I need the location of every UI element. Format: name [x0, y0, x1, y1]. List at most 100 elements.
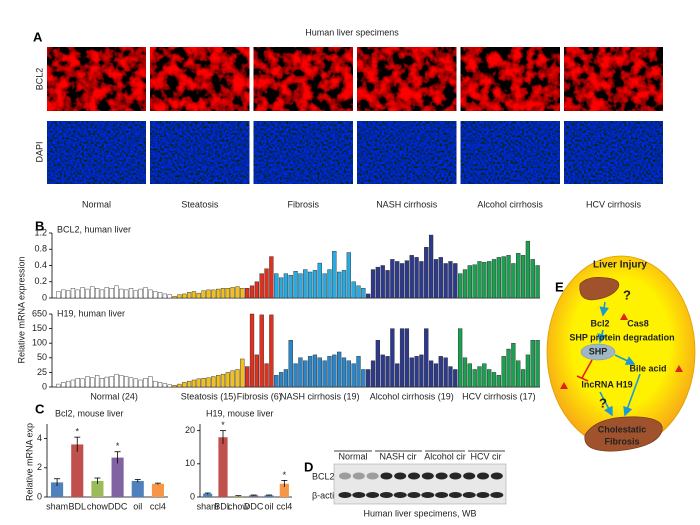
legend-label: Fibrosis (6): [237, 391, 282, 401]
band: [477, 472, 489, 480]
bar: [516, 360, 521, 388]
bar: [424, 247, 429, 299]
x-tick-label: BDL: [214, 501, 232, 511]
bar: [119, 288, 124, 299]
bar: [128, 288, 134, 299]
bar: [438, 257, 443, 299]
bar: [264, 268, 269, 299]
bar: [196, 292, 201, 299]
blot-group: NASH cir: [379, 451, 416, 461]
column-label: Alcohol cirrhosis: [477, 199, 543, 209]
bar: [65, 290, 71, 299]
bar: [385, 356, 390, 388]
bar: [453, 369, 458, 388]
band: [435, 492, 449, 498]
diagram-node: ?: [599, 395, 607, 410]
bar: [390, 328, 395, 388]
shp-cloud: [580, 343, 616, 361]
bar: [245, 366, 250, 388]
bar: [458, 273, 463, 299]
bar: [307, 356, 313, 388]
bar: [525, 240, 531, 299]
bar: [482, 363, 487, 388]
band: [490, 492, 504, 498]
bar: [206, 377, 211, 388]
y-axis-label: Relative mRNA expression: [16, 256, 26, 363]
significance: *: [116, 441, 120, 451]
bar: [230, 370, 235, 388]
bar: [111, 457, 124, 497]
bar: [95, 375, 100, 388]
bar: [351, 363, 356, 388]
band: [352, 472, 365, 480]
bar: [131, 480, 144, 497]
blot-group: Normal: [338, 451, 367, 461]
liver-icon: [584, 416, 663, 452]
fluorescence-image: [357, 121, 457, 184]
bar: [288, 275, 293, 299]
band: [380, 472, 393, 480]
legend-label: HCV cirrhosis (17): [462, 391, 536, 401]
bar: [535, 340, 540, 388]
x-tick-label: oil: [264, 501, 273, 511]
fluorescence-image: [253, 47, 353, 111]
bar: [264, 363, 269, 388]
bar: [80, 287, 85, 299]
bar: [453, 263, 458, 299]
y-tick-label: 150: [32, 323, 47, 333]
bar: [216, 288, 221, 299]
bar: [233, 496, 243, 497]
band: [352, 492, 366, 498]
bar: [443, 357, 448, 388]
bar: [491, 259, 497, 299]
bar: [109, 376, 114, 388]
bar: [375, 266, 380, 299]
bar: [293, 363, 298, 388]
bar: [143, 378, 148, 388]
bar: [153, 380, 158, 388]
bar: [346, 252, 351, 299]
diagram-arrows: [597, 301, 641, 417]
diagram-node: Liver Injury: [593, 260, 647, 271]
bar: [303, 269, 308, 299]
bar: [99, 378, 105, 388]
bar: [341, 270, 347, 299]
bar: [462, 269, 468, 299]
fluorescence-image: [460, 121, 560, 184]
bar: [409, 357, 414, 388]
bar: [487, 369, 492, 388]
bar: [327, 269, 332, 299]
bar: [191, 379, 197, 388]
bar: [477, 261, 482, 299]
bar: [75, 378, 80, 388]
legend-label: Steatosis (15): [181, 391, 237, 401]
bar: [303, 360, 308, 388]
diagram-node: Bile acid: [629, 363, 666, 373]
bar: [61, 289, 66, 299]
inhibition: [576, 359, 593, 382]
blot-bands: [338, 472, 504, 498]
x-tick-label: DDC: [244, 501, 264, 511]
panel-label: A: [33, 29, 43, 44]
bar: [90, 286, 95, 299]
bar: [472, 369, 477, 388]
bar: [438, 356, 443, 388]
bar: [337, 271, 342, 299]
bar: [151, 483, 164, 497]
x-tick-label: sham: [197, 501, 219, 511]
bar: [249, 313, 255, 388]
x-tick-label: BDL: [68, 501, 86, 511]
x-tick-label: oil: [133, 501, 142, 511]
bar: [65, 380, 71, 388]
bar: [114, 373, 119, 388]
bar: [443, 263, 448, 299]
diagram-node: Cas8: [627, 318, 649, 328]
blot-image: [333, 463, 507, 505]
bar: [264, 495, 274, 497]
bar: [138, 288, 143, 299]
bar: [225, 372, 230, 388]
bar: [448, 261, 453, 299]
bar: [191, 291, 197, 299]
x-tick-label: sham: [46, 501, 68, 511]
fluorescence-image: [564, 121, 663, 184]
